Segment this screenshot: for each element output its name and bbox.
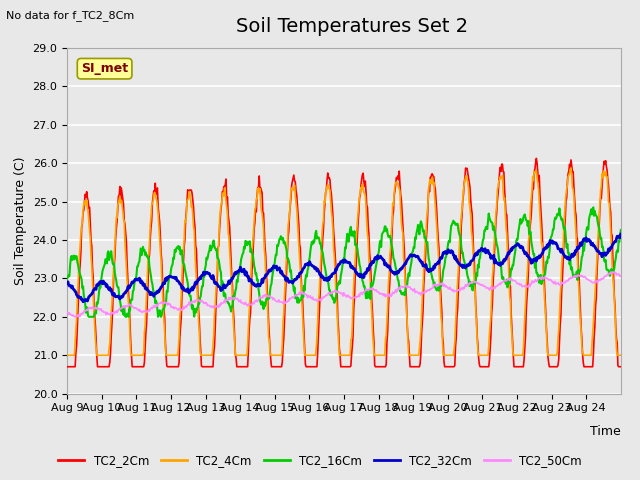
- Text: SI_met: SI_met: [81, 62, 128, 75]
- Legend: TC2_2Cm, TC2_4Cm, TC2_16Cm, TC2_32Cm, TC2_50Cm: TC2_2Cm, TC2_4Cm, TC2_16Cm, TC2_32Cm, TC…: [54, 449, 586, 472]
- Y-axis label: Soil Temperature (C): Soil Temperature (C): [14, 156, 27, 285]
- Text: No data for f_TC2_8Cm: No data for f_TC2_8Cm: [6, 10, 134, 21]
- X-axis label: Time: Time: [590, 425, 621, 438]
- Text: Soil Temperatures Set 2: Soil Temperatures Set 2: [236, 17, 468, 36]
